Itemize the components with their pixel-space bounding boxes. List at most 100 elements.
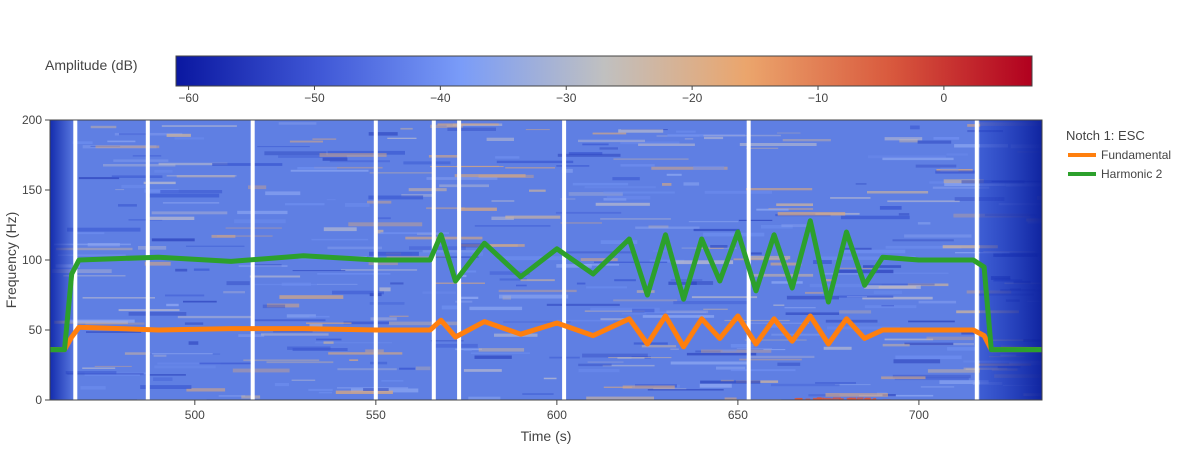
spectrogram-streak bbox=[808, 394, 840, 397]
spectrogram-streak bbox=[568, 192, 623, 196]
spectrogram-streak bbox=[840, 215, 910, 220]
spectrogram-streak bbox=[730, 344, 754, 348]
spectrogram-streak bbox=[254, 283, 319, 286]
spectrogram-streak bbox=[839, 310, 872, 314]
spectrogram-speckle bbox=[838, 398, 844, 400]
spectrogram-streak bbox=[151, 238, 195, 242]
spectrogram-streak bbox=[582, 143, 609, 146]
spectrogram-streak bbox=[232, 368, 290, 373]
spectrogram-streak bbox=[435, 343, 478, 348]
spectrogram-streak bbox=[154, 169, 173, 173]
spectrogram-streak bbox=[160, 190, 223, 194]
spectrogram-streak bbox=[217, 235, 273, 237]
spectrogram-streak bbox=[345, 203, 370, 207]
spectrogram-streak bbox=[154, 365, 216, 369]
spectrogram-streak bbox=[555, 211, 622, 214]
spectrogram-streak bbox=[174, 137, 205, 140]
spectrogram-streak bbox=[862, 296, 933, 300]
spectrogram-streak bbox=[166, 133, 191, 137]
spectrogram-streak bbox=[1041, 364, 1042, 368]
spectrogram-streak bbox=[556, 264, 592, 268]
colorbar-tick-label: −10 bbox=[808, 91, 829, 105]
spectrogram-streak bbox=[693, 165, 725, 170]
spectrogram-streak bbox=[614, 279, 636, 282]
spectrogram-streak bbox=[590, 307, 660, 312]
series-lines bbox=[50, 218, 1042, 353]
spectrogram-streak bbox=[1037, 196, 1042, 200]
spectrogram-streak bbox=[157, 362, 221, 365]
spectrogram-streak bbox=[809, 283, 882, 288]
spectrogram-streak bbox=[496, 160, 574, 164]
y-axis: 0 50 100 150 200 bbox=[22, 113, 50, 407]
spectrogram-streak bbox=[578, 139, 645, 143]
spectrogram-streak bbox=[892, 374, 971, 379]
spectrogram-streak bbox=[882, 394, 896, 397]
spectrogram-streak bbox=[691, 296, 758, 299]
spectrogram-streak bbox=[599, 147, 618, 150]
spectrogram-streak bbox=[311, 238, 369, 241]
spectrogram-streak bbox=[388, 321, 462, 326]
spectrogram-streak bbox=[917, 140, 952, 144]
spectrogram-streak bbox=[478, 348, 525, 352]
spectrogram-streak bbox=[863, 265, 902, 268]
spectrogram-streak bbox=[146, 216, 195, 220]
spectrogram-streak bbox=[103, 164, 176, 167]
spectrogram-streak bbox=[119, 133, 150, 136]
spectrogram-streak bbox=[297, 167, 337, 170]
spectrogram-streak bbox=[317, 283, 358, 285]
spectrogram-streak bbox=[422, 250, 481, 253]
spectrogram-streak bbox=[55, 247, 133, 251]
spectrogram-streak bbox=[825, 393, 888, 397]
spectrogram-streak bbox=[291, 379, 316, 381]
spectrogram-streak bbox=[910, 125, 920, 130]
spectrogram-streak bbox=[786, 295, 839, 300]
spectrogram-streak bbox=[603, 191, 675, 194]
spectrogram-streak bbox=[82, 367, 116, 369]
spectrogram-streak bbox=[716, 366, 746, 370]
spectrogram-streak bbox=[703, 308, 728, 310]
spectrogram-streak bbox=[884, 137, 923, 141]
legend-label: Harmonic 2 bbox=[1101, 167, 1163, 181]
spectrogram-streak bbox=[785, 312, 840, 315]
spectrogram-streak bbox=[368, 261, 398, 266]
spectrogram-streak bbox=[884, 338, 934, 341]
spectrogram-streak bbox=[613, 158, 689, 160]
spectrogram-streak bbox=[940, 167, 959, 172]
spectrogram-streak bbox=[318, 391, 332, 394]
spectrogram-streak bbox=[776, 203, 813, 206]
spectrogram-streak bbox=[830, 197, 871, 199]
spectrogram-streak bbox=[947, 347, 978, 351]
spectrogram-streak bbox=[454, 174, 526, 178]
spectrogram-streak bbox=[470, 352, 530, 354]
legend-label: Fundamental bbox=[1101, 148, 1171, 162]
spectrogram-streak bbox=[274, 383, 289, 387]
spectrogram-streak bbox=[455, 300, 473, 303]
spectrogram-streak bbox=[710, 245, 728, 248]
spectrogram-streak bbox=[688, 221, 739, 223]
spectrogram-streak bbox=[469, 306, 523, 311]
spectrogram-speckle bbox=[872, 398, 876, 400]
legend-title: Notch 1: ESC bbox=[1066, 128, 1145, 143]
spectrogram-streak bbox=[403, 161, 451, 165]
spectrogram-streak bbox=[617, 357, 645, 359]
spectrogram-streak bbox=[261, 333, 329, 336]
spectrogram-streak bbox=[186, 388, 226, 392]
spectrogram-streak bbox=[430, 124, 463, 128]
spectrogram-streak bbox=[622, 385, 675, 389]
spectrogram-streak bbox=[556, 319, 614, 322]
spectrogram-streak bbox=[746, 147, 779, 149]
spectrogram-streak bbox=[503, 321, 571, 323]
spectrogram-streak bbox=[389, 315, 409, 317]
spectrogram-streak bbox=[907, 283, 949, 287]
spectrogram-streak bbox=[771, 281, 803, 284]
spectrogram-streak bbox=[237, 210, 288, 215]
spectrogram-streak bbox=[689, 281, 714, 285]
spectrogram-streak bbox=[879, 206, 902, 210]
spectrogram-streak bbox=[287, 346, 331, 350]
spectrogram-streak bbox=[967, 124, 981, 127]
spectrogram-streak bbox=[835, 269, 894, 274]
spectrogram-right-edge bbox=[980, 120, 1042, 400]
spectrogram-streak bbox=[67, 319, 135, 323]
spectrogram-streak bbox=[563, 251, 633, 254]
spectrogram-streak bbox=[177, 315, 252, 319]
